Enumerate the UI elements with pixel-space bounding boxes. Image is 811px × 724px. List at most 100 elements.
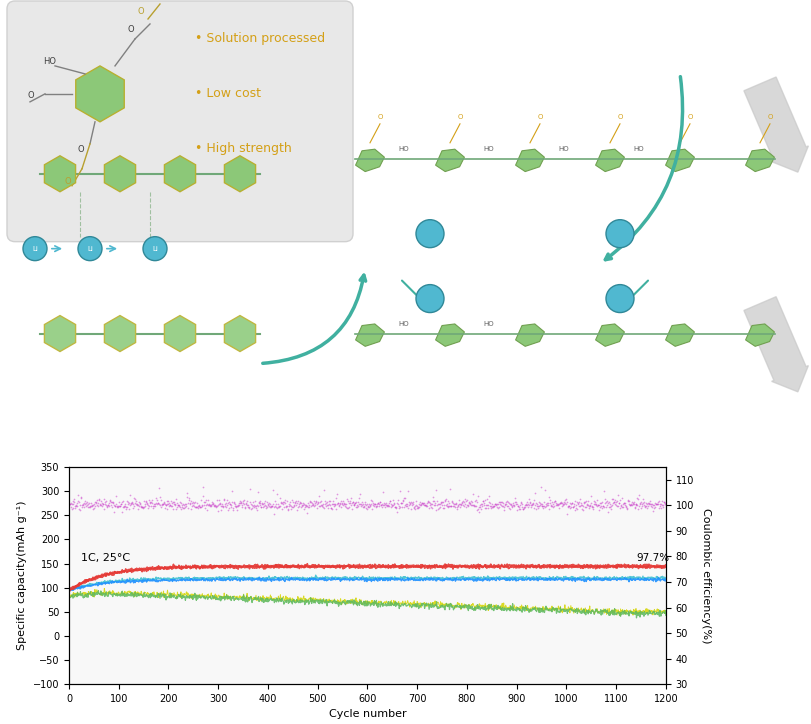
Point bbox=[101, 499, 114, 510]
Point bbox=[350, 501, 363, 513]
Point bbox=[567, 498, 580, 510]
Point bbox=[450, 501, 463, 513]
Point bbox=[358, 496, 371, 508]
Text: O: O bbox=[617, 114, 623, 120]
Point bbox=[631, 493, 644, 505]
Point bbox=[122, 498, 135, 510]
Point bbox=[201, 494, 214, 506]
Point bbox=[626, 497, 639, 508]
Point bbox=[457, 495, 470, 507]
Point bbox=[425, 502, 438, 514]
Point bbox=[616, 497, 629, 508]
Point bbox=[418, 500, 431, 511]
Point bbox=[281, 495, 294, 507]
Point bbox=[635, 498, 648, 510]
Point bbox=[307, 498, 320, 510]
Point bbox=[108, 506, 121, 518]
Point bbox=[423, 501, 436, 513]
Point bbox=[270, 488, 283, 500]
Point bbox=[521, 493, 534, 505]
Point bbox=[165, 501, 178, 513]
Point bbox=[141, 502, 154, 513]
Point bbox=[171, 501, 184, 513]
Point bbox=[521, 498, 534, 510]
Point bbox=[573, 494, 586, 505]
Point bbox=[496, 497, 508, 509]
Text: HO: HO bbox=[483, 321, 493, 327]
Point bbox=[646, 505, 659, 516]
Point bbox=[439, 499, 452, 510]
Point bbox=[327, 498, 340, 510]
Point bbox=[538, 500, 551, 511]
Point bbox=[297, 504, 310, 515]
Point bbox=[211, 505, 224, 517]
Point bbox=[240, 499, 253, 510]
Point bbox=[375, 498, 388, 510]
Point bbox=[534, 481, 547, 493]
Point bbox=[217, 493, 230, 505]
Point bbox=[271, 502, 284, 513]
Point bbox=[603, 500, 616, 512]
Point bbox=[483, 497, 496, 508]
Point bbox=[546, 498, 559, 510]
Point bbox=[384, 495, 397, 507]
Point bbox=[130, 498, 143, 510]
Point bbox=[573, 500, 586, 511]
Point bbox=[435, 497, 448, 508]
X-axis label: Cycle number: Cycle number bbox=[328, 710, 406, 720]
Point bbox=[266, 500, 279, 511]
Point bbox=[258, 499, 271, 510]
Point bbox=[542, 503, 555, 515]
Point bbox=[590, 500, 603, 512]
Point bbox=[105, 496, 118, 508]
Point bbox=[173, 499, 186, 510]
Point bbox=[295, 499, 308, 510]
Point bbox=[496, 500, 509, 512]
Point bbox=[553, 497, 566, 509]
Point bbox=[401, 502, 414, 513]
Point bbox=[357, 501, 370, 513]
Point bbox=[263, 497, 276, 509]
Point bbox=[466, 499, 479, 510]
Point bbox=[308, 497, 321, 509]
Point bbox=[278, 494, 291, 506]
Point bbox=[196, 481, 209, 492]
Point bbox=[596, 502, 609, 513]
Point bbox=[388, 501, 401, 513]
Point bbox=[263, 501, 276, 513]
Point bbox=[459, 494, 472, 506]
Point bbox=[399, 500, 412, 512]
Point bbox=[468, 496, 481, 508]
Point bbox=[306, 500, 319, 511]
Point bbox=[123, 499, 136, 510]
Point bbox=[571, 498, 584, 510]
Point bbox=[399, 498, 412, 510]
Point bbox=[594, 502, 607, 514]
Point bbox=[242, 497, 255, 508]
Point bbox=[406, 496, 419, 508]
Point bbox=[281, 503, 294, 515]
Point bbox=[228, 499, 241, 510]
Text: • Low cost: • Low cost bbox=[195, 88, 260, 101]
Point bbox=[577, 497, 590, 508]
Point bbox=[232, 497, 245, 509]
Point bbox=[352, 499, 365, 510]
Point bbox=[67, 495, 79, 507]
Point bbox=[437, 495, 450, 507]
Point bbox=[94, 495, 107, 507]
Point bbox=[284, 500, 297, 512]
Point bbox=[453, 498, 466, 510]
Point bbox=[121, 501, 134, 513]
Point bbox=[230, 500, 242, 511]
Point bbox=[432, 498, 445, 510]
Point bbox=[513, 499, 526, 510]
Point bbox=[147, 502, 160, 513]
Point bbox=[637, 497, 650, 508]
Point bbox=[654, 502, 667, 513]
Point bbox=[315, 501, 328, 513]
Point bbox=[622, 494, 635, 506]
Point bbox=[533, 497, 546, 509]
Point bbox=[434, 496, 447, 508]
Polygon shape bbox=[355, 324, 384, 346]
Point bbox=[280, 500, 293, 511]
